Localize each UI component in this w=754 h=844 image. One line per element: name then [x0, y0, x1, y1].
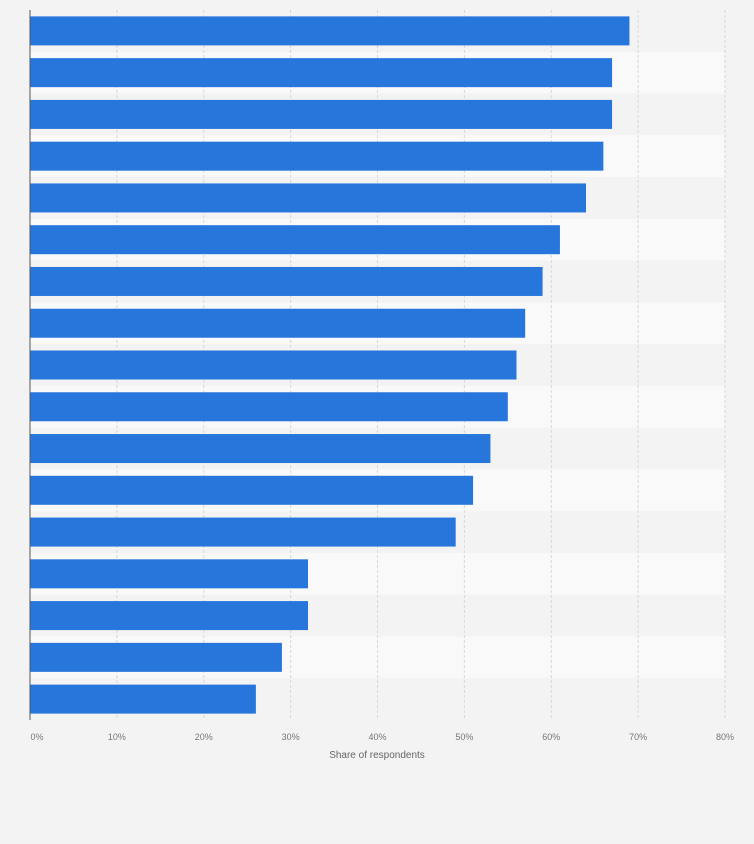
bar[interactable]: [30, 601, 308, 631]
bar[interactable]: [30, 434, 491, 464]
bar[interactable]: [30, 99, 613, 129]
bar[interactable]: [30, 308, 526, 338]
x-tick-label: 60%: [542, 732, 560, 742]
bar[interactable]: [30, 266, 543, 296]
bar[interactable]: [30, 642, 282, 672]
x-tick-label: 70%: [629, 732, 647, 742]
bar[interactable]: [30, 225, 560, 255]
x-tick-label: 80%: [716, 732, 734, 742]
bar[interactable]: [30, 183, 586, 213]
bar[interactable]: [30, 475, 474, 505]
x-tick-label: 40%: [368, 732, 386, 742]
bar[interactable]: [30, 16, 630, 46]
x-tick-label: 20%: [195, 732, 213, 742]
bar[interactable]: [30, 684, 256, 714]
bar[interactable]: [30, 350, 517, 380]
x-axis-label: Share of respondents: [329, 750, 425, 761]
bar[interactable]: [30, 141, 604, 171]
x-tick-label: 30%: [282, 732, 300, 742]
bar[interactable]: [30, 517, 456, 547]
x-tick-label: 10%: [108, 732, 126, 742]
bar[interactable]: [30, 559, 308, 589]
bar[interactable]: [30, 58, 613, 88]
x-tick-label: 50%: [455, 732, 473, 742]
x-tick-label: 0%: [30, 732, 43, 742]
bar[interactable]: [30, 392, 508, 422]
